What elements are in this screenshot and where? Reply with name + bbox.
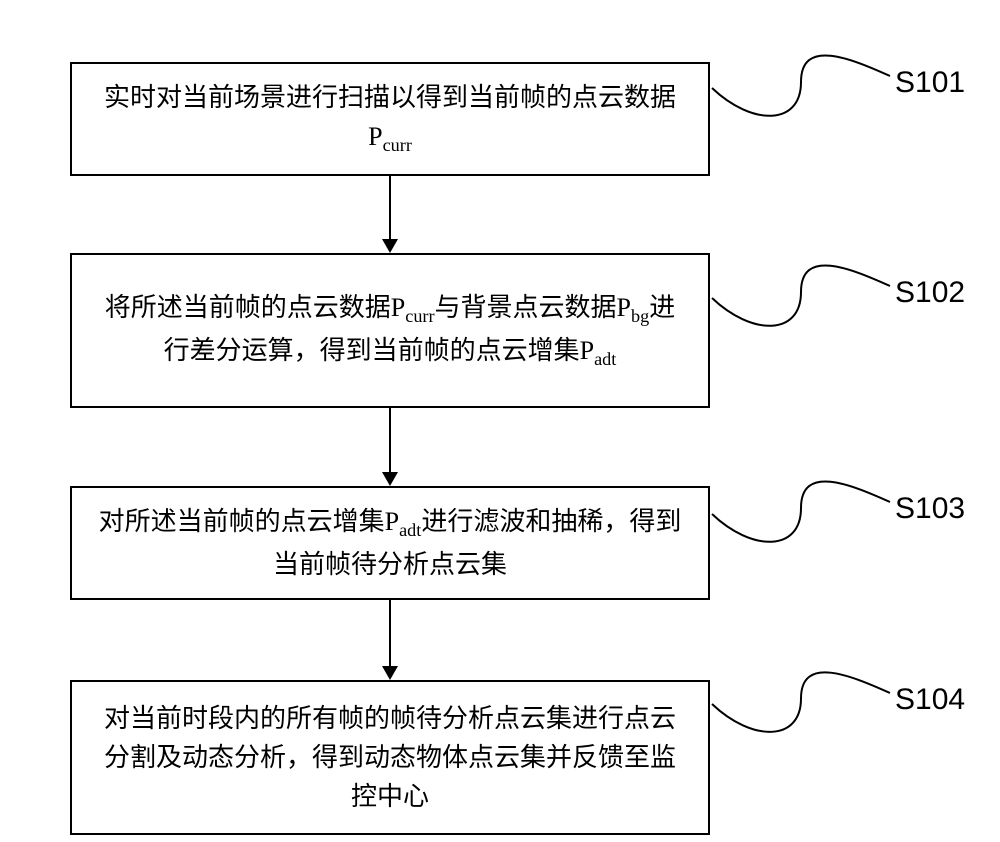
- step-label-s101: S101: [895, 66, 965, 100]
- step-box-s101: 实时对当前场景进行扫描以得到当前帧的点云数据Pcurr: [70, 62, 710, 176]
- step-box-s102: 将所述当前帧的点云数据Pcurr与背景点云数据Pbg进行差分运算，得到当前帧的点…: [70, 253, 710, 408]
- step-text: 实时对当前场景进行扫描以得到当前帧的点云数据Pcurr: [92, 78, 688, 159]
- flowchart-container: 实时对当前场景进行扫描以得到当前帧的点云数据Pcurr S101 将所述当前帧的点云…: [0, 30, 1000, 842]
- step-label-s103: S103: [895, 492, 965, 526]
- connector-s101: [707, 51, 895, 133]
- connector-s102: [707, 261, 895, 343]
- arrow-0: [375, 174, 405, 255]
- connector-s103: [707, 477, 895, 559]
- arrow-1: [375, 406, 405, 488]
- step-text: 对当前时段内的所有帧的帧待分析点云集进行点云分割及动态分析，得到动态物体点云集并…: [92, 699, 688, 816]
- connector-s104: [707, 668, 895, 749]
- step-label-s102: S102: [895, 276, 965, 310]
- step-text: 对所述当前帧的点云增集Padt进行滤波和抽稀，得到当前帧待分析点云集: [92, 502, 688, 583]
- step-box-s104: 对当前时段内的所有帧的帧待分析点云集进行点云分割及动态分析，得到动态物体点云集并…: [70, 680, 710, 835]
- step-text: 将所述当前帧的点云数据Pcurr与背景点云数据Pbg进行差分运算，得到当前帧的点…: [92, 288, 688, 373]
- step-box-s103: 对所述当前帧的点云增集Padt进行滤波和抽稀，得到当前帧待分析点云集: [70, 486, 710, 600]
- arrow-2: [375, 598, 405, 682]
- step-label-s104: S104: [895, 683, 965, 717]
